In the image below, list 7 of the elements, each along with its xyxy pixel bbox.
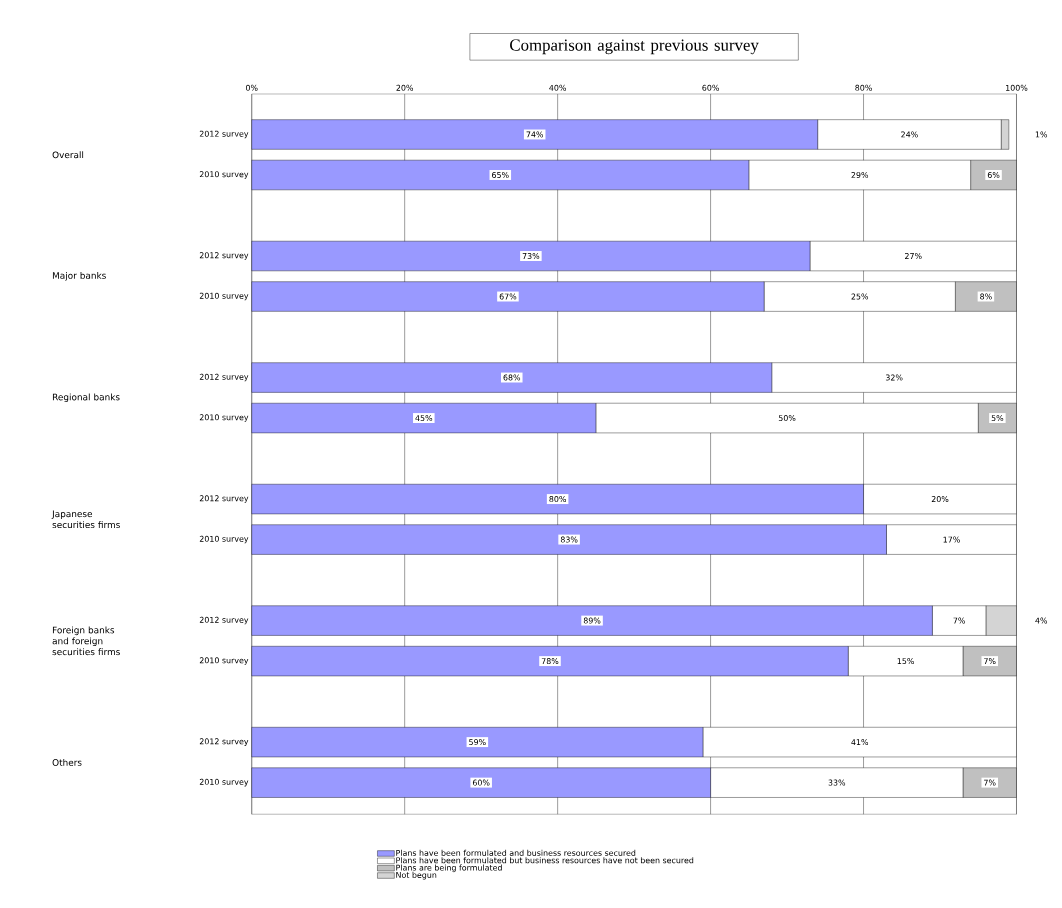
chart-title: Comparison against previous survey <box>510 39 759 55</box>
text: Regional banks <box>52 393 120 403</box>
text: Japanese securities firms <box>51 510 120 528</box>
text: Major banks <box>52 271 106 281</box>
text: Foreign banks and foreign securities firms <box>52 626 120 656</box>
text: Others <box>52 758 82 766</box>
text: Overall <box>52 151 84 159</box>
